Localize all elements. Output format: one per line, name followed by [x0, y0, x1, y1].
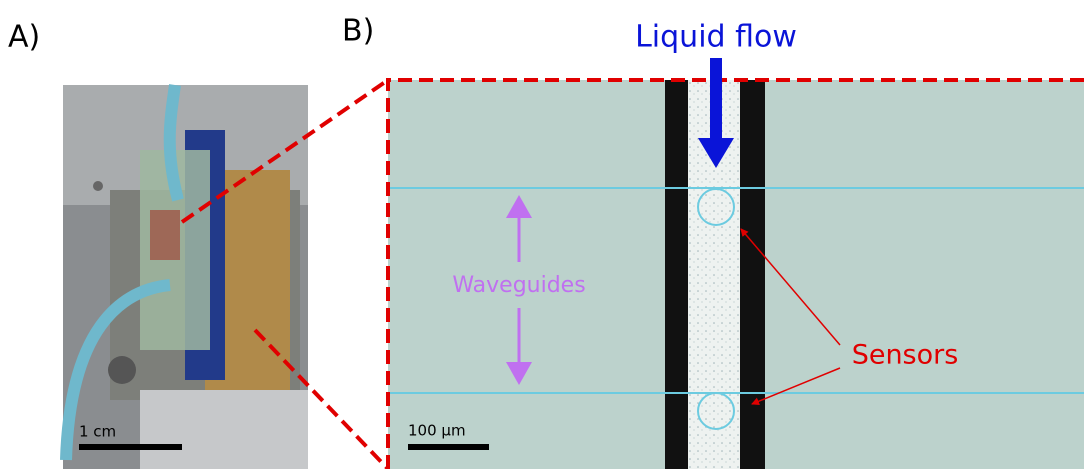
panel-label: A)	[8, 20, 40, 55]
annotation: Liquid flow	[635, 20, 797, 55]
annotation: Waveguides	[452, 273, 585, 298]
scale-label: 100 µm	[408, 422, 466, 440]
panel-label: B)	[342, 14, 374, 49]
scale-label: 1 cm	[79, 423, 116, 441]
photo-a	[63, 85, 308, 469]
figure: A) B) Liquid flow Waveguides Sensors 1 c…	[0, 0, 1084, 469]
annotation: Sensors	[852, 340, 959, 371]
